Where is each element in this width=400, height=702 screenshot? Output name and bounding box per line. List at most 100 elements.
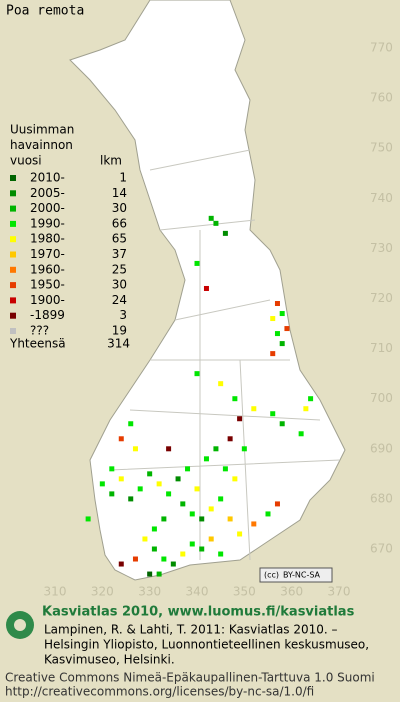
observation [137, 486, 143, 492]
observation [303, 406, 309, 412]
legend-label: 1990- [30, 216, 65, 230]
legend-count-heading: lkm [100, 154, 122, 168]
observation [132, 556, 138, 562]
observation [251, 521, 257, 527]
legend-swatch [10, 190, 16, 197]
legend-swatch [10, 312, 16, 319]
legend-label: 1900- [30, 293, 65, 307]
legend-swatch [10, 297, 16, 304]
observation [109, 491, 115, 497]
legend-swatch [10, 328, 16, 334]
observation [237, 531, 243, 537]
y-tick-label: 730 [370, 241, 393, 255]
legend-count: 65 [112, 232, 127, 246]
observation [270, 351, 276, 357]
legend-label: ??? [30, 324, 49, 338]
observation [218, 551, 224, 557]
legend-label: 2010- [30, 171, 65, 185]
observation [232, 396, 238, 402]
observation [151, 546, 157, 552]
citation: Kasvimuseo, Helsinki. [44, 653, 175, 667]
observation [85, 516, 91, 522]
observation [274, 501, 280, 507]
legend-swatch [10, 251, 16, 258]
observation [128, 421, 134, 427]
legend-heading: havainnon [10, 138, 73, 152]
observation [194, 260, 200, 266]
observation [199, 516, 205, 522]
citation: Helsingin Yliopisto, Luonnontieteellinen… [44, 638, 369, 652]
cc-badge: (cc) BY-NC-SA [259, 567, 333, 583]
y-tick-label: 680 [370, 491, 393, 505]
y-tick-label: 720 [370, 291, 393, 305]
legend-label: 1970- [30, 247, 65, 261]
legend-count: 24 [112, 293, 127, 307]
legend-swatch [10, 205, 16, 212]
legend-count: 3 [119, 308, 127, 322]
y-tick-label: 750 [370, 141, 393, 155]
observation [241, 446, 247, 452]
observation [109, 466, 115, 472]
legend-count: 66 [112, 216, 127, 230]
legend-label: 1960- [30, 262, 65, 276]
observation [279, 341, 285, 347]
observation [227, 436, 233, 442]
legend-swatch [10, 236, 16, 243]
observation [189, 541, 195, 547]
badge-box [259, 567, 333, 583]
observation [156, 481, 162, 487]
legend-count: 14 [112, 186, 127, 200]
legend-swatch [10, 282, 16, 289]
observation [128, 496, 134, 502]
legend-swatch [10, 266, 16, 273]
observation [99, 481, 105, 487]
observation [218, 381, 224, 387]
legend-count: 30 [112, 278, 127, 292]
observation [142, 536, 148, 542]
region-borders [109, 149, 341, 561]
observation [132, 446, 138, 452]
footer-heading: Kasviatlas 2010, www.luomus.fi/kasviatla… [42, 605, 355, 620]
observation [180, 551, 186, 557]
legend-total: 314 [107, 337, 130, 351]
observation [213, 220, 219, 226]
license-url: http://creativecommons.org/licenses/by-n… [5, 685, 314, 699]
observation [151, 526, 157, 532]
observation [222, 230, 228, 236]
observation [147, 471, 153, 477]
legend-count: 25 [112, 262, 127, 276]
observation [170, 561, 176, 567]
legend-swatch [10, 175, 16, 181]
y-tick-label: 690 [370, 441, 393, 455]
badge-cc: (cc) [264, 571, 279, 580]
logo-inner [14, 619, 26, 631]
observation [213, 446, 219, 452]
observation [274, 301, 280, 307]
y-tick-label: 700 [370, 391, 393, 405]
observation [199, 546, 205, 552]
legend-label: 1950- [30, 278, 65, 292]
observation [251, 406, 257, 412]
observation [118, 561, 124, 567]
x-tick-label: 360 [280, 585, 303, 599]
legend-label: 2000- [30, 201, 65, 215]
x-tick-label: 350 [233, 585, 256, 599]
legend-total-label: Yhteensä [9, 337, 66, 351]
observation [208, 215, 214, 221]
legend-swatch [10, 220, 16, 227]
legend-count: 19 [112, 324, 127, 338]
x-tick-label: 340 [186, 585, 209, 599]
observation [203, 285, 209, 291]
observation [166, 491, 172, 497]
badge-text: BY-NC-SA [283, 571, 321, 580]
observation [208, 506, 214, 512]
observation [166, 446, 172, 452]
observation [308, 396, 314, 402]
y-tick-label: 760 [370, 91, 393, 105]
legend-count: 37 [112, 247, 127, 261]
observation [118, 436, 124, 442]
observation [194, 486, 200, 492]
y-tick-label: 740 [370, 191, 393, 205]
